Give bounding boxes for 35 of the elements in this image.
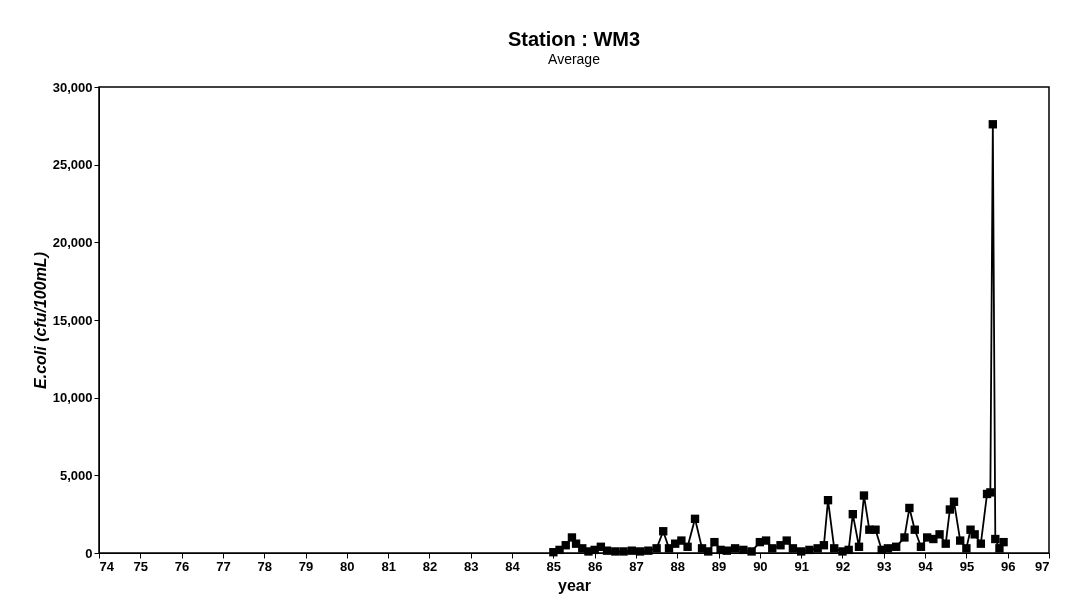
y-tick-label: 5,000 <box>59 467 93 483</box>
y-axis-title: E.coli (cfu/100mL) <box>31 252 49 389</box>
x-tick-label: 97 <box>1035 558 1050 574</box>
y-tick-label: 30,000 <box>52 79 93 95</box>
x-tick-label: 78 <box>257 558 272 574</box>
x-tick-label: 81 <box>381 558 396 574</box>
x-tick-label: 75 <box>133 558 149 574</box>
x-tick-label: 74 <box>99 558 115 574</box>
x-tick-label: 79 <box>298 558 314 574</box>
x-tick-label: 77 <box>216 558 231 574</box>
x-tick-label: 80 <box>340 558 355 574</box>
x-tick-label: 94 <box>918 558 934 574</box>
x-tick-label: 83 <box>464 558 479 574</box>
y-tick-label: 0 <box>85 545 93 561</box>
x-tick-label: 92 <box>835 558 851 574</box>
x-tick-label: 93 <box>877 558 892 574</box>
x-tick-label: 95 <box>959 558 975 574</box>
chart-subtitle: Average <box>548 51 601 67</box>
y-tick-label: 20,000 <box>52 234 93 250</box>
x-tick-label: 89 <box>711 558 727 574</box>
x-tick-label: 85 <box>546 558 562 574</box>
x-tick-label: 88 <box>670 558 685 574</box>
y-tick-label: 15,000 <box>52 312 93 328</box>
x-tick-label: 76 <box>174 558 190 574</box>
x-tick-label: 90 <box>753 558 768 574</box>
x-tick-label: 91 <box>794 558 809 574</box>
y-tick-label: 10,000 <box>52 390 93 406</box>
x-tick-label: 96 <box>1000 558 1016 574</box>
x-tick-label: 86 <box>587 558 603 574</box>
x-tick-label: 82 <box>422 558 438 574</box>
y-tick-label: 25,000 <box>52 157 93 173</box>
x-tick-label: 84 <box>505 558 521 574</box>
x-axis-title: year <box>558 576 591 594</box>
chart-title: Station : WM3 <box>507 28 641 50</box>
x-tick-label: 87 <box>629 558 644 574</box>
